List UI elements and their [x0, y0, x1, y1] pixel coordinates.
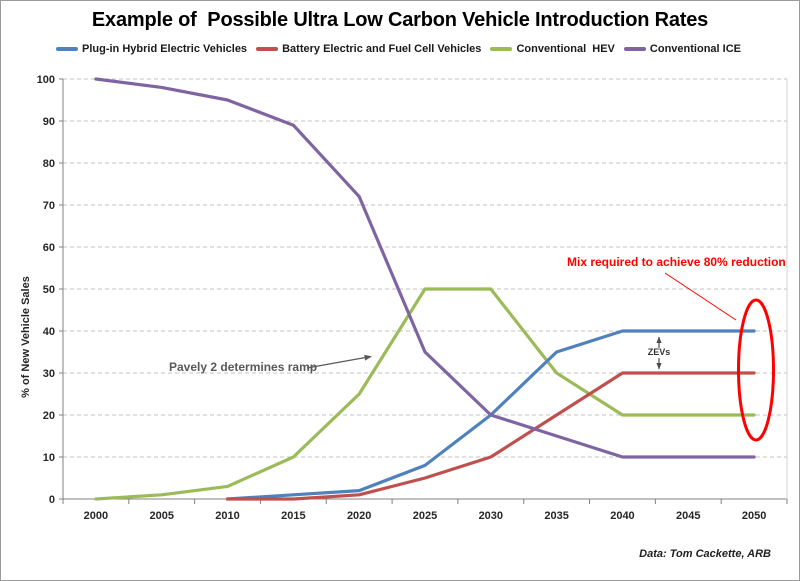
y-tick-label: 80 [43, 158, 55, 170]
x-tick-label: 2000 [84, 510, 108, 522]
annotation-zevs: ZEVs [647, 347, 671, 357]
series-line-4 [94, 77, 756, 459]
y-tick-label: 70 [43, 200, 55, 212]
x-tick-label: 2050 [742, 510, 766, 522]
legend-item: Plug-in Hybrid Electric Vehicles [56, 43, 247, 55]
highlight-ellipse [737, 298, 775, 442]
x-tick-label: 2025 [413, 510, 437, 522]
legend-label: Battery Electric and Fuel Cell Vehicles [282, 43, 482, 55]
legend-label: Conventional HEV [516, 43, 615, 55]
legend-swatch [256, 47, 279, 51]
legend-item: Conventional HEV [490, 43, 615, 55]
pavely-arrow [306, 354, 372, 369]
legend-item: Conventional ICE [623, 43, 741, 55]
axes [59, 78, 788, 504]
x-tick-label: 2045 [676, 510, 700, 522]
mix-pointer-line [664, 272, 737, 321]
x-tick-label: 2040 [610, 510, 634, 522]
x-tick-label: 2035 [544, 510, 568, 522]
legend-swatch [490, 47, 513, 51]
data-series [94, 77, 756, 501]
legend-label: Conventional ICE [649, 43, 741, 55]
x-tick-label: 2030 [479, 510, 503, 522]
legend: Plug-in Hybrid Electric Vehicles Battery … [56, 43, 741, 55]
legend-item: Battery Electric and Fuel Cell Vehicles [256, 43, 481, 55]
legend-label: Plug-in Hybrid Electric Vehicles [82, 43, 248, 55]
series-line-2 [225, 371, 756, 501]
y-tick-label: 40 [43, 326, 55, 338]
annotation-mix: Mix required to achieve 80% reduction [567, 255, 786, 269]
x-tick-label: 2010 [215, 510, 239, 522]
legend-swatch [56, 47, 78, 51]
annotation-shapes [306, 272, 775, 442]
chart-title: Example of Possible Ultra Low Carbon Veh… [91, 9, 709, 31]
y-tick-label: 20 [43, 410, 55, 422]
series-line-3 [94, 287, 756, 501]
y-tick-label: 60 [43, 242, 55, 254]
data-source-note: Data: Tom Cackette, ARB [639, 548, 771, 560]
x-tick-label: 2005 [149, 510, 173, 522]
y-tick-label: 50 [43, 284, 55, 296]
y-tick-label: 0 [49, 494, 55, 506]
x-tick-label: 2020 [347, 510, 371, 522]
legend-swatch [623, 47, 646, 51]
y-tick-label: 10 [43, 452, 55, 464]
x-tick-label: 2015 [281, 510, 305, 522]
y-tick-label: 100 [37, 74, 55, 86]
y-tick-label: 90 [43, 116, 55, 128]
y-tick-label: 30 [43, 368, 55, 380]
annotation-pavely: Pavely 2 determines ramp [169, 360, 318, 374]
